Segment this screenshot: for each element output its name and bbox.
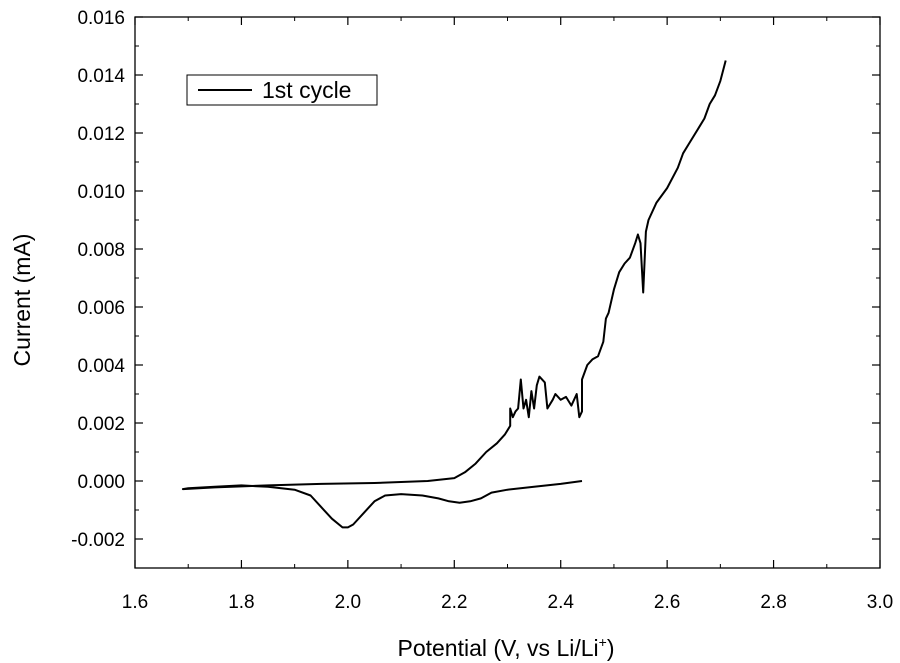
y-tick-label: -0.002 [71,530,125,551]
x-axis-title: Potential (V, vs Li/Li+) [397,634,614,661]
y-tick-label: 0.008 [77,240,125,261]
x-tick-label: 1.6 [122,592,148,613]
x-tick-label: 2.0 [335,592,361,613]
x-tick-label: 2.4 [548,592,575,613]
legend: 1st cycle [186,74,378,106]
x-tick-label: 3.0 [867,592,893,613]
y-tick-label: 0.012 [77,124,125,145]
y-tick-label: 0.010 [77,182,125,203]
y-tick-label: 0.002 [77,414,125,435]
y-tick-label: 0.004 [77,356,125,377]
y-tick-label: 0.006 [77,298,125,319]
y-tick-label: 0.000 [77,472,125,493]
x-tick-label: 1.8 [228,592,254,613]
legend-label-1st-cycle: 1st cycle [262,77,351,103]
y-axis-ticks: -0.002 0.000 0.002 0.004 0.006 0.008 0.010 0.01… [71,8,880,569]
series-group [181,60,727,529]
y-axis-title: Current (mA) [9,234,35,367]
y-tick-label: 0.014 [77,66,125,87]
y-tick-label: 0.016 [77,8,125,29]
x-tick-label: 2.2 [441,592,467,613]
x-tick-label: 2.8 [760,592,786,613]
x-axis-ticks: 1.6 1.8 2.0 2.2 2.4 2.6 2.8 3.0 [122,17,893,613]
x-tick-label: 2.6 [654,592,680,613]
series-line-1st-cycle [181,60,727,529]
